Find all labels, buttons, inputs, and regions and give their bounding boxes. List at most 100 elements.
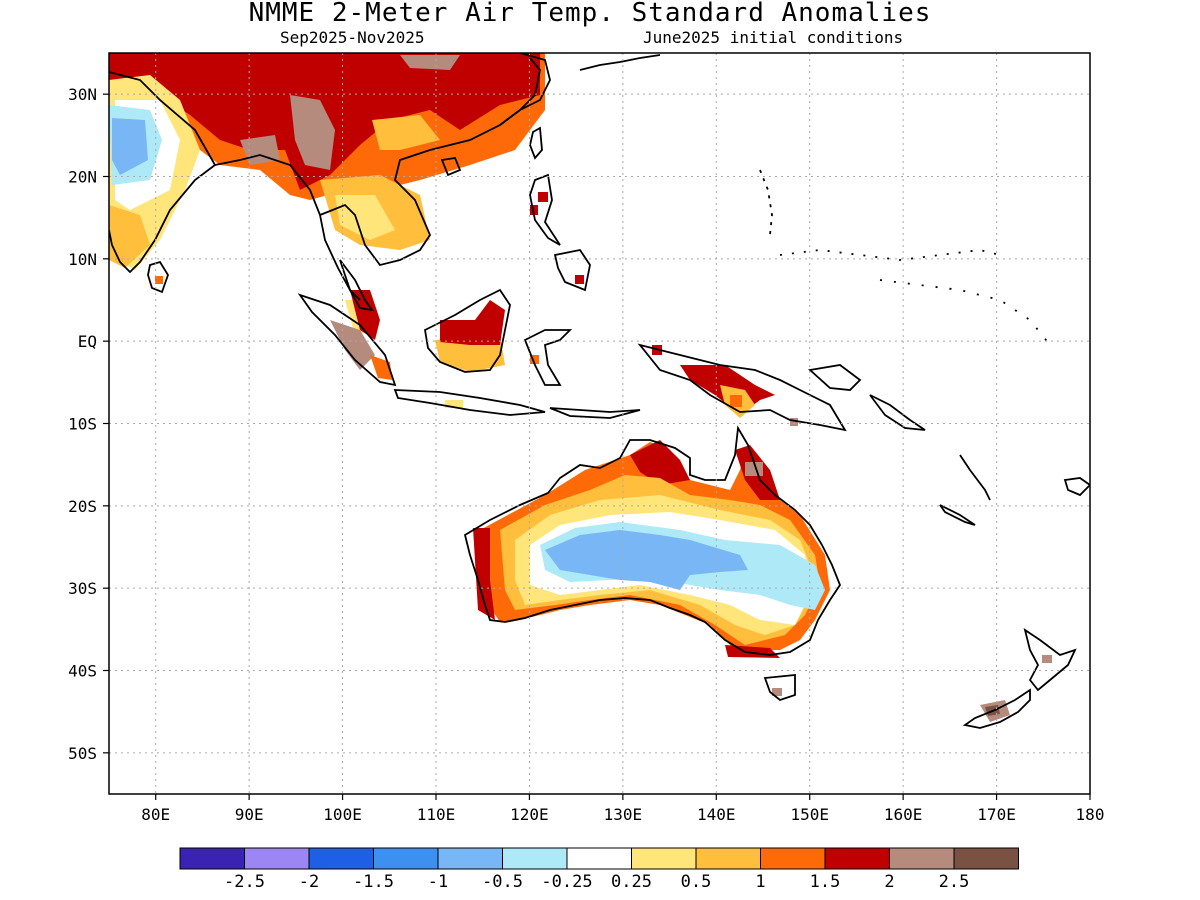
- malay: [339, 259, 374, 312]
- bismarck: [808, 364, 862, 391]
- india-cool: [112, 118, 148, 175]
- nz-south: [962, 688, 1031, 729]
- aus-red-west: [473, 528, 495, 620]
- colorbar-label: 2: [884, 872, 894, 892]
- bay-coast: [214, 154, 361, 301]
- colorbar-swatch: [502, 847, 568, 870]
- map-title: NMME 2-Meter Air Temp. Standard Anomalie…: [248, 0, 932, 28]
- colorbar-label: 0.25: [611, 872, 652, 892]
- longitude-ticks: 80E 90E 100E 110E 120E 130E 140E 150E 160E 170E 18…: [141, 794, 1104, 824]
- vanuatu: [959, 454, 991, 501]
- colorbar-label: 1.5: [810, 872, 841, 892]
- borneo: [424, 288, 511, 373]
- colorbar-swatch: [244, 847, 310, 870]
- taiwan: [529, 126, 543, 160]
- colorbar-swatch: [695, 847, 761, 870]
- colorbar-label: 0.5: [681, 872, 712, 892]
- asia-warm-brown-2: [400, 55, 460, 70]
- lat-tick-label: 20S: [68, 497, 97, 516]
- hainan: [440, 157, 462, 177]
- sulawesi: [523, 329, 573, 386]
- india-orange-west: [109, 205, 150, 268]
- lat-tick-label: EQ: [78, 332, 97, 351]
- australia: [463, 425, 842, 656]
- lon-tick-label: 160E: [884, 805, 923, 824]
- colorbar-swatch: [566, 847, 632, 870]
- lon-tick-label: 180: [1076, 805, 1105, 824]
- china-coast: [499, 53, 551, 126]
- lat-tick-label: 10N: [68, 250, 97, 269]
- colorbar-swatch: [889, 847, 955, 870]
- colorbar-label: 1: [755, 872, 765, 892]
- aus-cool: [545, 530, 748, 590]
- colorbar-swatch: [308, 847, 374, 870]
- tasmania: [763, 674, 796, 702]
- png-orange-2: [730, 395, 742, 407]
- mindanao: [553, 248, 591, 292]
- nz-brown-north: [1042, 655, 1052, 663]
- lon-tick-label: 110E: [417, 805, 456, 824]
- initial-conditions: June2025 initial conditions: [643, 28, 904, 47]
- java: [393, 389, 546, 416]
- colorbar: [179, 847, 1019, 870]
- srilanka-coast: [147, 260, 169, 294]
- srilanka-red: [155, 276, 163, 284]
- fiji: [1063, 477, 1090, 497]
- colorbar-swatch: [373, 847, 439, 870]
- lon-tick-label: 80E: [141, 805, 170, 824]
- indochina-coast: [319, 57, 541, 267]
- colorbar-swatch: [437, 847, 503, 870]
- mindanao-red: [575, 275, 584, 284]
- borneo-red: [440, 300, 505, 345]
- phil-red-1: [538, 192, 548, 202]
- lon-tick-label: 150E: [790, 805, 829, 824]
- lon-tick-label: 130E: [604, 805, 643, 824]
- lon-tick-label: 120E: [510, 805, 549, 824]
- lat-tick-label: 30N: [68, 85, 97, 104]
- asia-yellow-belt: [372, 115, 440, 150]
- anomaly-field: [109, 53, 1052, 722]
- colorbar-label: -2: [299, 872, 319, 892]
- colorbar-label: 2.5: [939, 872, 970, 892]
- java-yellow: [445, 400, 463, 408]
- colorbar-swatch: [760, 847, 826, 870]
- sumatra-brown: [330, 320, 375, 370]
- coastlines: [109, 53, 1090, 729]
- colorbar-swatch: [824, 847, 890, 870]
- micronesia: [779, 249, 1001, 261]
- latitude-ticks: 30N 20N 10N EQ 10S 20S 30S 40S 50S: [68, 85, 109, 763]
- colorbar-label: -1: [428, 872, 448, 892]
- solomons: [869, 394, 926, 431]
- lat-tick-label: 30S: [68, 579, 97, 598]
- japan-ryukyu: [579, 54, 661, 71]
- colorbar-labels: -2.5 -2 -1.5 -1 -0.5 -0.25 0.25 0.5 1 1.5 2 2.5: [224, 872, 969, 892]
- aus-brown-capeyork: [745, 462, 763, 476]
- new-caledonia: [939, 504, 976, 526]
- lat-tick-label: 50S: [68, 744, 97, 763]
- phil-red-2: [530, 205, 538, 215]
- nz-north: [1023, 627, 1077, 692]
- new-guinea: [637, 343, 847, 432]
- marianas: [759, 169, 773, 236]
- lat-tick-label: 20N: [68, 168, 97, 187]
- lat-tick-label: 10S: [68, 415, 97, 434]
- colorbar-label: -2.5: [224, 872, 265, 892]
- colorbar-label: -1.5: [353, 872, 394, 892]
- lesser-sunda: [549, 407, 641, 419]
- lon-tick-label: 90E: [235, 805, 264, 824]
- forecast-period: Sep2025-Nov2025: [280, 28, 425, 47]
- graticule: [109, 53, 1090, 794]
- asia-warm-brown: [290, 95, 335, 170]
- png-brown: [790, 418, 798, 426]
- sumatra: [297, 293, 397, 387]
- sulawesi-red: [530, 355, 539, 364]
- aus-red-north: [630, 440, 690, 485]
- colorbar-label: -0.5: [482, 872, 523, 892]
- marshall: [879, 279, 1051, 346]
- colorbar-swatch: [631, 847, 697, 870]
- colorbar-swatch: [953, 847, 1019, 870]
- lon-tick-label: 170E: [977, 805, 1016, 824]
- lon-tick-label: 140E: [697, 805, 736, 824]
- luzon: [529, 173, 561, 246]
